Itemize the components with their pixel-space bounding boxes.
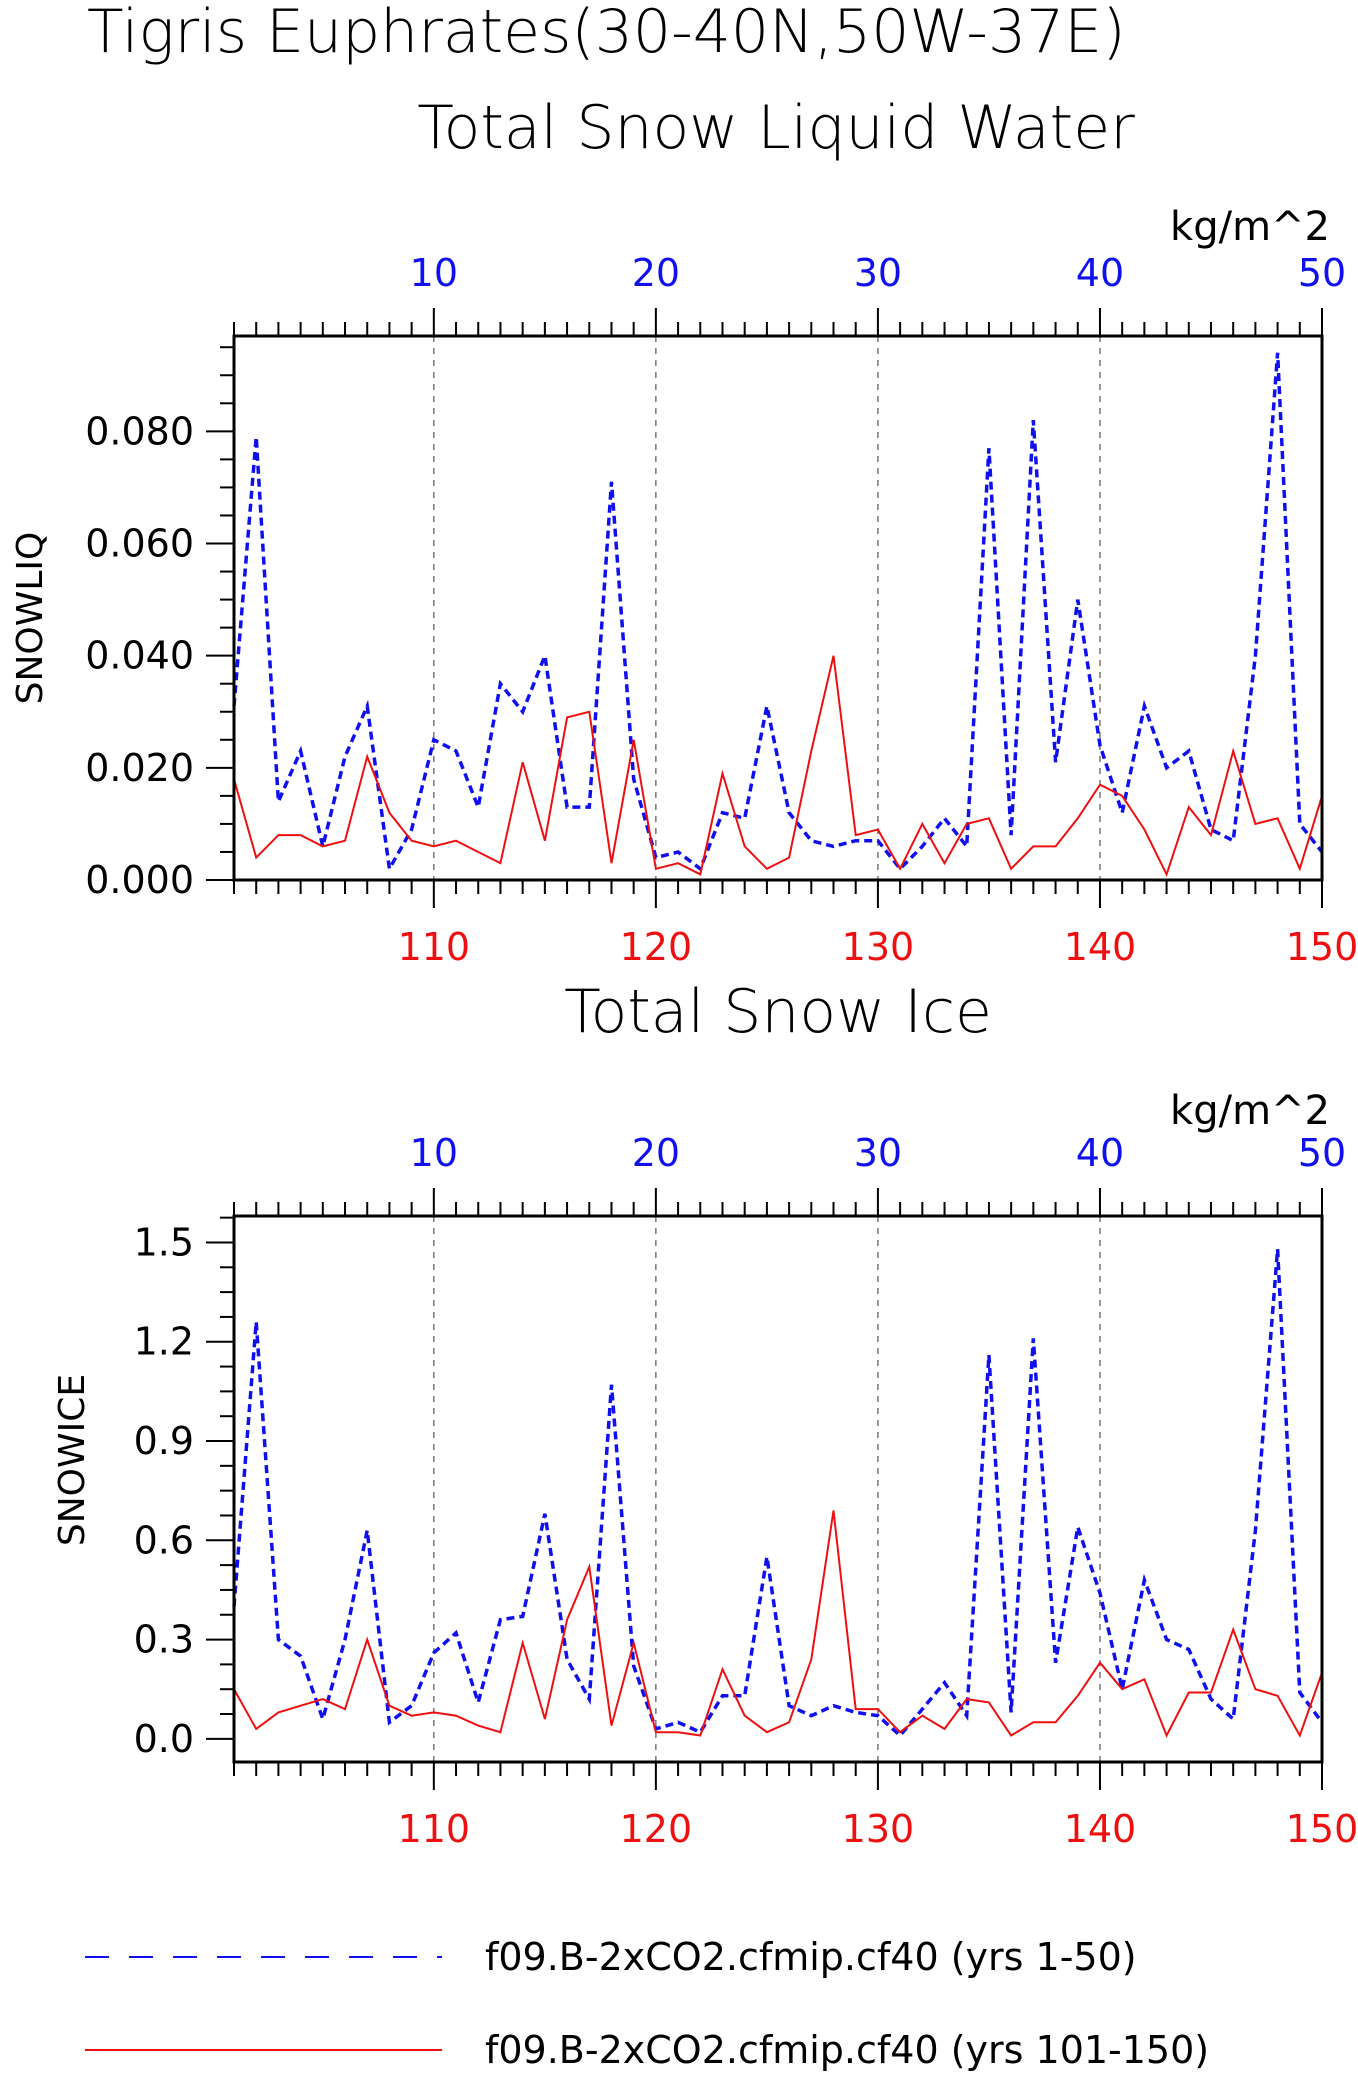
x-top-tick-label: 50	[1298, 251, 1346, 295]
y-tick-label: 0.080	[85, 409, 194, 453]
y-tick-label: 0.9	[134, 1419, 194, 1463]
units-label-snowliq: kg/m^2	[1170, 204, 1330, 250]
series-line-yrs-1-50	[232, 1248, 1324, 1739]
x-bottom-tick-label: 140	[1064, 925, 1137, 969]
x-top-tick-label: 30	[854, 1131, 902, 1175]
x-top-tick-label: 40	[1076, 1131, 1124, 1175]
snowliq-panel: Total Snow Liquid Water kg/m^2 SNOWLIQ 1…	[10, 93, 1358, 969]
snowice-panel: Total Snow Ice kg/m^2 SNOWICE 10 20 30 40 50…	[52, 977, 1358, 1851]
x-top-tick-label: 10	[410, 1131, 458, 1175]
legend-label-yrs-1-50: f09.B-2xCO2.cfmip.cf40 (yrs 1-50)	[485, 1935, 1137, 1979]
y-tick-label: 0.060	[85, 522, 194, 566]
y-tick-label: 1.2	[134, 1320, 194, 1364]
x-top-tick-label: 20	[632, 1131, 680, 1175]
y-tick-label: 0.6	[134, 1518, 194, 1562]
series-line-yrs-101-150	[233, 1510, 1323, 1738]
x-bottom-tick-label: 120	[620, 925, 693, 969]
plot-frame	[232, 334, 1324, 882]
x-bottom-tick-label: 140	[1064, 1807, 1137, 1851]
y-axis-label-snowice: SNOWICE	[52, 1374, 93, 1546]
units-label-snowice: kg/m^2	[1170, 1088, 1330, 1134]
y-tick-label: 0.0	[134, 1717, 194, 1761]
x-top-tick-label: 30	[854, 251, 902, 295]
x-top-tick-label: 50	[1298, 1131, 1346, 1175]
y-tick-label: 0.000	[85, 858, 194, 902]
y-axis-label-snowliq: SNOWLIQ	[10, 532, 51, 705]
x-top-tick-label: 40	[1076, 251, 1124, 295]
plot-frame	[232, 1214, 1324, 1764]
x-bottom-tick-label: 130	[842, 1807, 915, 1851]
legend-label-yrs-101-150: f09.B-2xCO2.cfmip.cf40 (yrs 101-150)	[485, 2028, 1209, 2072]
x-bottom-tick-label: 130	[842, 925, 915, 969]
chart-title-snowice: Total Snow Ice	[564, 977, 992, 1047]
x-bottom-tick-label: 110	[398, 1807, 471, 1851]
x-top-tick-label: 20	[632, 251, 680, 295]
series-line-yrs-101-150	[233, 655, 1323, 878]
series-line-yrs-1-50	[232, 352, 1324, 875]
y-tick-label: 0.020	[85, 746, 194, 790]
chart-title-snowliq: Total Snow Liquid Water	[417, 93, 1135, 163]
y-tick-label: 0.040	[85, 634, 194, 678]
page-title: Tigris Euphrates(30-40N,50W-37E)	[87, 0, 1126, 67]
legend: f09.B-2xCO2.cfmip.cf40 (yrs 1-50) f09.B-…	[85, 1935, 1209, 2072]
y-tick-label: 1.5	[134, 1220, 194, 1264]
x-bottom-tick-label: 120	[620, 1807, 693, 1851]
x-bottom-tick-label: 110	[398, 925, 471, 969]
x-top-tick-label: 10	[410, 251, 458, 295]
x-bottom-tick-label: 150	[1286, 925, 1358, 969]
y-tick-label: 0.3	[134, 1618, 194, 1662]
x-bottom-tick-label: 150	[1286, 1807, 1358, 1851]
